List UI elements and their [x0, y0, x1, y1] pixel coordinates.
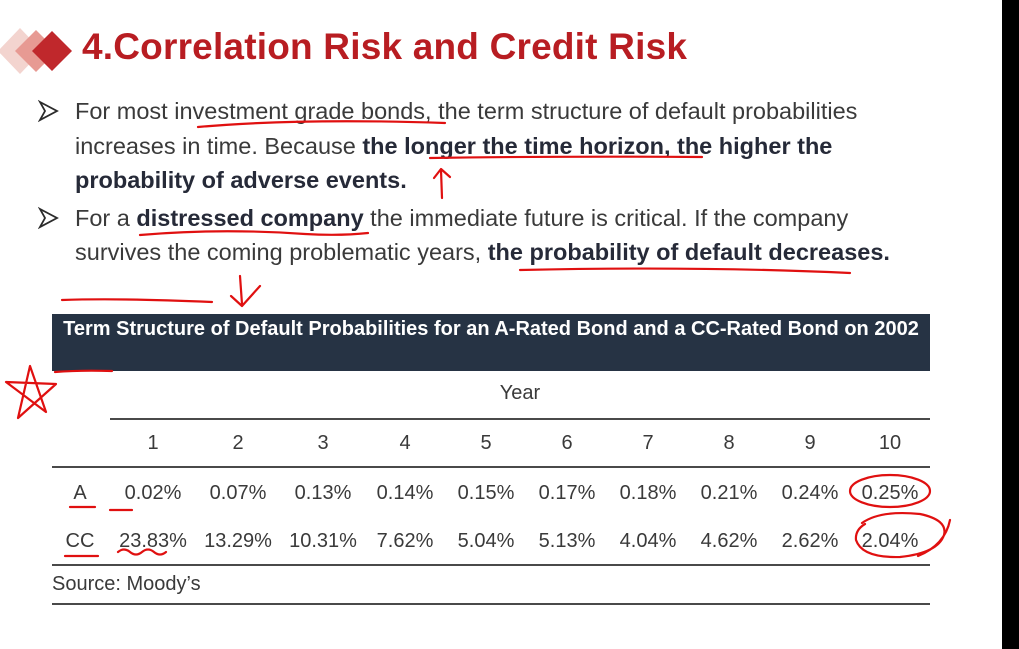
table-rule-body-end — [52, 564, 930, 566]
table-cell: 5.13% — [538, 530, 596, 552]
arrowhead-bullet-icon — [38, 206, 59, 229]
bullet-text-segment: For most investment grade bonds, the ter… — [75, 98, 858, 159]
table-cell: 0.14% — [376, 482, 434, 504]
arrow-down-stroke — [229, 274, 262, 308]
table-rule-bottom — [52, 603, 930, 605]
year-cell: 8 — [723, 432, 735, 454]
table-cell: 0.07% — [209, 482, 267, 504]
bullet-text-segment: the immediate future is critical. If the… — [75, 204, 849, 266]
source-note: Source: Moody’s — [52, 573, 201, 595]
bullet-item: For most investment grade bonds, the ter… — [38, 94, 938, 198]
year-header: Year — [499, 382, 541, 404]
table-cell: 0.02% — [124, 482, 182, 504]
table-cell: 23.83% — [119, 530, 187, 552]
table-cell: 0.25% — [861, 482, 919, 504]
bullet-list: For most investment grade bonds, the ter… — [38, 94, 938, 270]
table-cell: 4.62% — [700, 530, 758, 552]
table-cell: 0.18% — [619, 482, 677, 504]
year-cell: 2 — [232, 432, 244, 454]
slide-title: 4.Correlation Risk and Credit Risk — [82, 26, 688, 67]
table-cell: 2.62% — [781, 530, 839, 552]
year-cell: 7 — [642, 432, 654, 454]
table-cell: 0.15% — [457, 482, 515, 504]
year-cell: 6 — [561, 432, 573, 454]
table-cell: 7.62% — [376, 530, 434, 552]
bullet-item: For a distressed company the immediate f… — [38, 201, 938, 270]
bullet-text-segment: For a — [75, 204, 137, 231]
year-cell: 1 — [147, 432, 159, 454]
table-cell: 0.17% — [538, 482, 596, 504]
table-rule-top — [110, 418, 930, 420]
diamond-bullets-icon — [0, 28, 72, 74]
table-cell: 5.04% — [457, 530, 515, 552]
year-cell: 9 — [804, 432, 816, 454]
table-cell: 10.31% — [289, 530, 357, 552]
row-label-a: A — [73, 482, 87, 504]
underline-stroke — [60, 298, 214, 304]
table-cell: 0.24% — [781, 482, 839, 504]
table-cell: 4.04% — [619, 530, 677, 552]
bullet-text-bold: the longer the time horizon, the higher … — [75, 132, 833, 194]
table-cell: 0.13% — [294, 482, 352, 504]
table-cell: 13.29% — [204, 530, 272, 552]
table-cell: 0.21% — [700, 482, 758, 504]
bullet-text: For a distressed company the immediate f… — [75, 205, 890, 266]
bullet-text-bold: distressed company — [136, 204, 364, 231]
bullet-text-bold: the probability of default decreases. — [487, 239, 890, 265]
table-title: Term Structure of Default Probabilities … — [52, 314, 930, 371]
year-cell: 5 — [480, 432, 492, 454]
window-edge-bar — [1002, 0, 1019, 649]
arrowhead-bullet-icon — [38, 99, 59, 123]
year-cell: 4 — [399, 432, 411, 454]
year-cell: 10 — [878, 432, 902, 454]
table-cell: 2.04% — [861, 530, 919, 552]
table-rule-header — [52, 466, 930, 468]
bullet-text: For most investment grade bonds, the ter… — [75, 98, 857, 193]
row-label-cc: CC — [65, 530, 95, 552]
year-cell: 3 — [317, 432, 329, 454]
star-doodle — [4, 364, 58, 420]
